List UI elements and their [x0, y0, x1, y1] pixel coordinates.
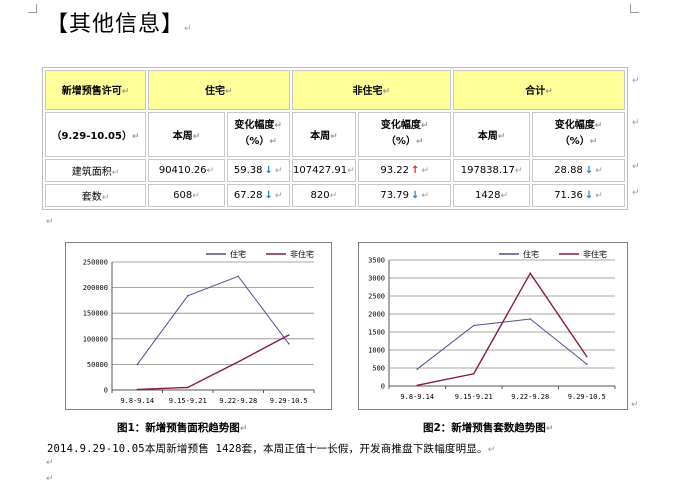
header-new-presale: 新增预售许可↵ — [45, 70, 147, 110]
units-res-change: 67.28 ↓ ↵ — [226, 184, 290, 207]
area-res-value: 90410.26↵ — [148, 159, 225, 183]
row-label-units: 套数↵ — [45, 184, 147, 207]
units-nonres-change: 73.79 ↓ ↵ — [358, 184, 452, 207]
legend-label: 住宅 — [523, 249, 539, 259]
arrow-up-icon: ↑ — [411, 165, 420, 177]
res-change-header: 变化幅度↵ （%）↵ — [226, 111, 290, 158]
legend-label: 住宅 — [230, 249, 246, 259]
nonres-change-header: 变化幅度↵ （%）↵ — [358, 111, 452, 158]
data-point — [237, 275, 240, 278]
data-point — [186, 294, 189, 297]
x-tick-label: 9.15-9.21 — [169, 397, 207, 405]
chart2-caption: 图2：新增预售套数趋势图↵ — [423, 422, 554, 434]
paragraph-mark: ↵ — [184, 24, 193, 34]
arrow-down-icon: ↓ — [264, 165, 273, 177]
y-tick-label: 2500 — [368, 293, 385, 301]
legend-label: 非住宅 — [290, 249, 314, 259]
legend-label: 非住宅 — [583, 249, 607, 259]
data-point — [529, 318, 532, 320]
area-trend-chart: 0 50000 100000 150000 200000 250000 9.8-9.14 9.… — [65, 242, 332, 410]
x-tick-label: 9.15-9.21 — [455, 393, 493, 401]
x-tick-label: 9.8-9.14 — [120, 397, 154, 405]
crop-mark-top-left — [28, 4, 37, 13]
paragraph-mark: ↵ — [631, 400, 639, 410]
paragraph-mark: ↵ — [46, 217, 54, 227]
x-tick-label: 9.8-9.14 — [400, 393, 434, 401]
data-point — [287, 334, 290, 336]
header-residential: 住宅↵ — [148, 70, 290, 110]
data-point — [585, 363, 588, 365]
crop-mark-top-right — [630, 4, 639, 13]
data-point — [416, 368, 419, 370]
res-this-week-header: 本周↵ — [148, 111, 225, 158]
row-label-area: 建筑面积↵ — [45, 159, 147, 183]
data-point — [529, 272, 532, 275]
y-tick-label: 250000 — [83, 259, 108, 267]
row-end-mark: ↵ — [632, 76, 640, 86]
data-point — [136, 363, 139, 366]
section-heading: 【其他信息】↵ — [46, 10, 193, 44]
units-nonres-value: 820↵ — [291, 184, 357, 207]
series-line-residential — [416, 318, 588, 370]
paragraph-mark: ↵ — [46, 474, 54, 484]
area-total-change: 28.88 ↓ ↵ — [531, 159, 625, 183]
x-tick-label: 9.29-10.5 — [568, 393, 606, 401]
y-tick-label: 150000 — [83, 310, 108, 318]
area-nonres-change: 93.22 ↑ ↵ — [358, 159, 452, 183]
arrow-down-icon: ↓ — [411, 190, 420, 202]
header-non-residential: 非住宅↵ — [291, 70, 452, 110]
paragraph-mark: ↵ — [46, 458, 54, 468]
header-total: 合计↵ — [453, 70, 625, 110]
period-cell: （9.29-10.05）↵ — [45, 111, 147, 158]
series-line-residential — [136, 275, 290, 365]
area-trend-chart-svg: 0 50000 100000 150000 200000 250000 9.8-9.14 9.… — [83, 249, 315, 405]
area-total-value: 197838.17↵ — [453, 159, 530, 183]
data-point — [237, 361, 240, 363]
y-tick-label: 3000 — [368, 275, 385, 283]
data-point — [416, 384, 419, 387]
y-tick-label: 3500 — [368, 257, 385, 265]
y-tick-label: 500 — [372, 365, 385, 373]
arrow-down-icon: ↓ — [584, 165, 594, 177]
series-line-non-residential — [417, 271, 588, 386]
data-point — [585, 355, 588, 358]
data-point — [136, 388, 139, 391]
x-tick-label: 9.22-9.28 — [511, 393, 549, 401]
data-point — [472, 372, 475, 375]
area-nonres-value: 107427.91↵ — [291, 159, 357, 183]
y-tick-label: 2000 — [368, 311, 385, 319]
y-tick-label: 1500 — [368, 329, 385, 337]
heading-text: 【其他信息】 — [46, 12, 185, 37]
series-line-non-residential — [137, 334, 290, 391]
units-total-value: 1428↵ — [453, 184, 530, 207]
y-tick-label: 100000 — [83, 335, 108, 343]
units-trend-chart-svg: 0 500 1000 1500 2000 2500 3000 3500 9.8-9.14 9.15… — [368, 249, 616, 401]
area-res-change: 59.38 ↓ ↵ — [226, 159, 290, 183]
row-end-mark: ↵ — [632, 118, 640, 128]
units-res-value: 608↵ — [148, 184, 225, 207]
x-tick-label: 9.29-10.5 — [270, 397, 308, 405]
data-point — [186, 386, 189, 389]
arrow-down-icon: ↓ — [584, 190, 594, 202]
total-this-week-header: 本周↵ — [453, 111, 530, 158]
x-tick-label: 9.22-9.28 — [219, 397, 257, 405]
row-end-mark: ↵ — [632, 188, 640, 198]
row-end-mark: ↵ — [632, 162, 640, 172]
y-tick-label: 0 — [381, 383, 385, 391]
nonres-this-week-header: 本周↵ — [291, 111, 357, 158]
summary-paragraph: 2014.9.29-10.05本周新增预售 1428套，本周正值十一长假，开发商… — [47, 443, 496, 455]
chart1-caption: 图1：新增预售面积趋势图↵ — [117, 422, 248, 434]
units-trend-chart: 0 500 1000 1500 2000 2500 3000 3500 9.8-9.14 9.15… — [358, 242, 628, 410]
y-tick-label: 1000 — [368, 347, 385, 355]
presale-info-table: 新增预售许可↵ 住宅↵ 非住宅↵ 合计↵ （9.29-10.05）↵ 本周↵ 变… — [42, 67, 628, 210]
units-total-change: 71.36 ↓ ↵ — [531, 184, 625, 207]
data-point — [287, 342, 290, 345]
y-tick-label: 0 — [104, 387, 108, 395]
total-change-header: 变化幅度↵ （%）↵ — [531, 111, 625, 158]
y-tick-label: 200000 — [83, 284, 108, 292]
y-tick-label: 50000 — [87, 361, 108, 369]
arrow-down-icon: ↓ — [264, 190, 273, 202]
data-point — [472, 324, 475, 327]
